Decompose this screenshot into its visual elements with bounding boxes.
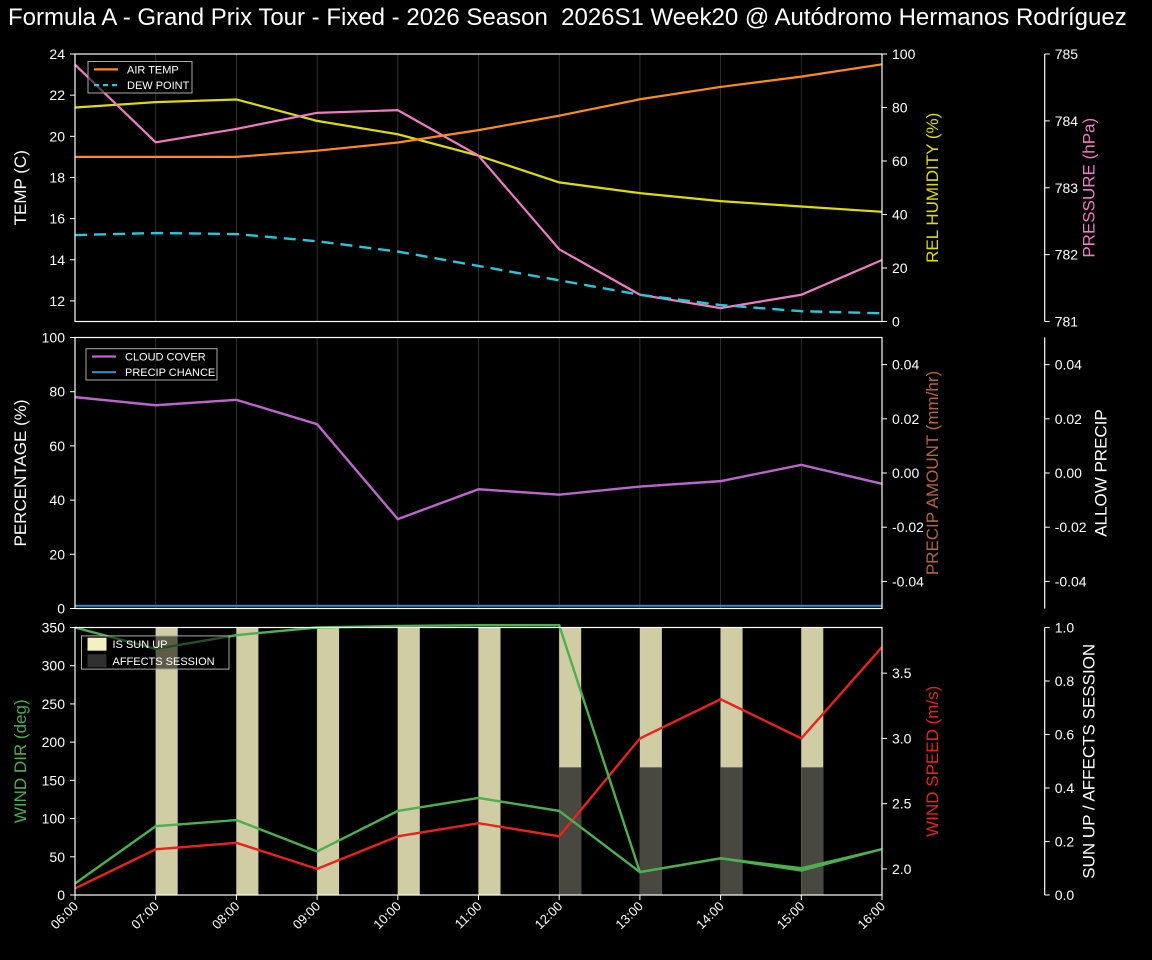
svg-text:11:00: 11:00 (452, 899, 485, 932)
svg-text:40: 40 (49, 492, 65, 508)
svg-text:ALLOW PRECIP: ALLOW PRECIP (1092, 409, 1111, 537)
svg-text:100: 100 (42, 330, 66, 346)
svg-text:PRESSURE (hPa): PRESSURE (hPa) (1080, 118, 1099, 258)
svg-text:12: 12 (49, 293, 65, 309)
svg-text:REL HUMIDITY (%): REL HUMIDITY (%) (923, 113, 942, 263)
svg-text:24: 24 (49, 46, 65, 62)
svg-text:0.4: 0.4 (1055, 780, 1075, 796)
svg-text:-0.02: -0.02 (1055, 519, 1087, 535)
svg-text:15:00: 15:00 (774, 899, 808, 933)
svg-text:0.04: 0.04 (1055, 357, 1082, 373)
svg-text:0: 0 (57, 887, 65, 903)
svg-text:13:00: 13:00 (612, 899, 646, 933)
svg-text:PERCENTAGE (%): PERCENTAGE (%) (11, 399, 30, 546)
svg-text:782: 782 (1055, 247, 1079, 263)
svg-text:CLOUD COVER: CLOUD COVER (125, 352, 206, 364)
svg-text:100: 100 (892, 46, 916, 62)
svg-text:0.0: 0.0 (1055, 887, 1075, 903)
svg-text:0.02: 0.02 (1055, 411, 1082, 427)
svg-text:785: 785 (1055, 46, 1079, 62)
svg-text:20: 20 (49, 546, 65, 562)
svg-text:0: 0 (57, 601, 65, 617)
svg-text:1.0: 1.0 (1055, 620, 1075, 636)
svg-text:AIR TEMP: AIR TEMP (127, 64, 179, 76)
svg-text:PRECIP CHANCE: PRECIP CHANCE (125, 367, 215, 379)
svg-text:250: 250 (42, 696, 66, 712)
svg-text:22: 22 (49, 87, 65, 103)
svg-text:781: 781 (1055, 314, 1079, 330)
svg-text:SUN UP / AFFECTS SESSION: SUN UP / AFFECTS SESSION (1080, 644, 1099, 879)
svg-text:300: 300 (42, 658, 66, 674)
svg-text:0.2: 0.2 (1055, 834, 1075, 850)
svg-text:2.0: 2.0 (892, 861, 912, 877)
svg-text:3.0: 3.0 (892, 730, 912, 746)
svg-text:TEMP (C): TEMP (C) (11, 150, 30, 225)
svg-text:-0.04: -0.04 (892, 573, 924, 589)
svg-text:18: 18 (49, 169, 65, 185)
svg-text:20: 20 (892, 260, 908, 276)
svg-text:20: 20 (49, 128, 65, 144)
svg-text:2.5: 2.5 (892, 796, 912, 812)
svg-text:DEW POINT: DEW POINT (127, 80, 190, 92)
svg-text:80: 80 (892, 100, 908, 116)
svg-text:-0.04: -0.04 (1055, 573, 1087, 589)
svg-text:3.5: 3.5 (892, 665, 912, 681)
svg-text:0.6: 0.6 (1055, 727, 1075, 743)
svg-text:AFFECTS SESSION: AFFECTS SESSION (113, 656, 215, 668)
svg-text:0.8: 0.8 (1055, 673, 1075, 689)
svg-text:100: 100 (42, 811, 66, 827)
svg-text:0.02: 0.02 (892, 411, 919, 427)
svg-text:80: 80 (49, 384, 65, 400)
svg-text:08:00: 08:00 (209, 899, 243, 933)
svg-text:783: 783 (1055, 180, 1079, 196)
svg-text:40: 40 (892, 207, 908, 223)
svg-text:-0.02: -0.02 (892, 519, 924, 535)
svg-text:0: 0 (892, 314, 900, 330)
svg-text:06:00: 06:00 (48, 899, 82, 933)
svg-text:0.00: 0.00 (1055, 465, 1082, 481)
svg-text:WIND SPEED (m/s): WIND SPEED (m/s) (923, 686, 942, 837)
svg-text:60: 60 (892, 153, 908, 169)
svg-text:784: 784 (1055, 113, 1079, 129)
svg-text:07:00: 07:00 (128, 899, 162, 933)
svg-text:0.00: 0.00 (892, 465, 919, 481)
svg-text:PRECIP AMOUNT (mm/hr): PRECIP AMOUNT (mm/hr) (923, 371, 942, 575)
svg-text:16: 16 (49, 211, 65, 227)
svg-text:350: 350 (42, 620, 66, 636)
svg-text:150: 150 (42, 772, 66, 788)
svg-text:0.04: 0.04 (892, 357, 919, 373)
svg-text:09:00: 09:00 (290, 899, 324, 933)
svg-text:14:00: 14:00 (693, 899, 727, 933)
svg-text:IS SUN UP: IS SUN UP (113, 639, 168, 651)
svg-text:50: 50 (49, 849, 65, 865)
svg-text:WIND DIR (deg): WIND DIR (deg) (11, 699, 30, 823)
svg-text:16:00: 16:00 (855, 899, 889, 933)
svg-text:10:00: 10:00 (370, 899, 404, 933)
svg-text:12:00: 12:00 (532, 899, 566, 933)
svg-text:200: 200 (42, 734, 66, 750)
svg-text:14: 14 (49, 252, 65, 268)
svg-text:60: 60 (49, 438, 65, 454)
